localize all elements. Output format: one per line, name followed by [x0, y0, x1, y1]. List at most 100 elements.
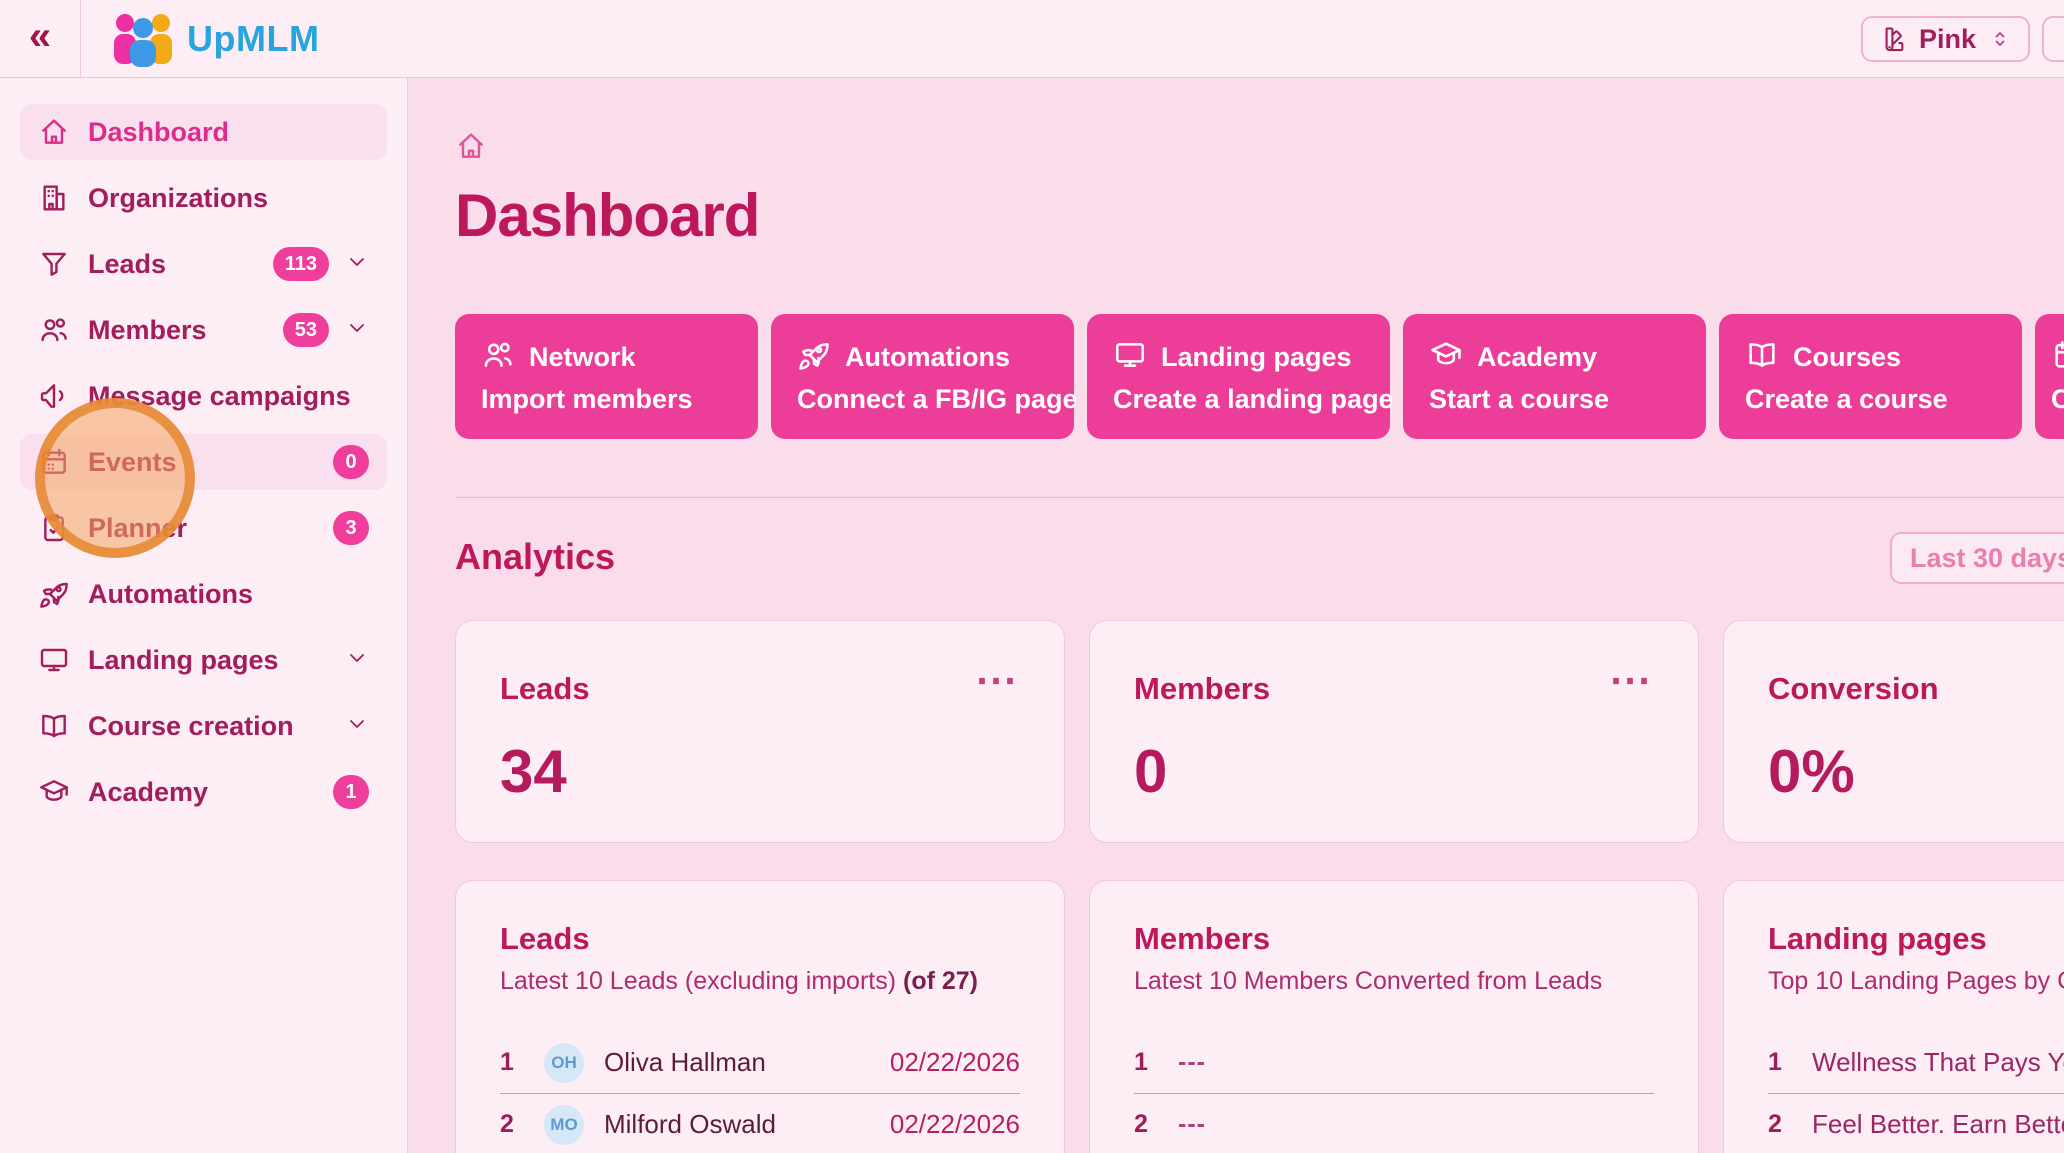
list-title: Members — [1134, 921, 1271, 956]
theme-name: Pink — [1918, 23, 1976, 54]
list-subtitle-text: Latest 10 Leads (excluding imports) — [500, 967, 897, 995]
date-range-selector[interactable]: Last 30 days 01/2 — [1890, 532, 2064, 584]
section-divider — [455, 497, 2064, 498]
member-row: 2 --- — [1134, 1094, 1654, 1153]
list-subtitle: Top 10 Landing Pages by Conversion — [1768, 967, 2064, 995]
landing-page-row[interactable]: 1 Wellness That Pays You Back — [1768, 1032, 2064, 1094]
stat-value: 34 — [500, 738, 567, 805]
graduation-cap-icon — [38, 776, 70, 808]
members-stat-card: Members ⋯ 0 — [1089, 620, 1699, 843]
sidebar: Dashboard Organizations Leads 113 — [0, 78, 408, 1153]
quick-actions-row: Network Import members Automations Conne… — [455, 314, 2064, 439]
lead-date: 02/22/2026 — [889, 1047, 1020, 1077]
lead-name: Milford Oswald — [604, 1109, 776, 1139]
sidebar-item-label: Message campaigns — [88, 380, 351, 411]
lead-date: 02/22/2026 — [889, 1109, 1020, 1139]
sidebar-item-automations[interactable]: Automations — [20, 566, 387, 622]
row-index: 1 — [1134, 1048, 1148, 1076]
home-icon — [38, 116, 70, 148]
calendar-icon — [2051, 338, 2064, 377]
latest-leads-card: Leads Latest 10 Leads (excluding imports… — [455, 880, 1065, 1153]
breadcrumb — [455, 130, 2064, 167]
network-action-card[interactable]: Network Import members — [455, 314, 758, 439]
page-title: Dashboard — [455, 182, 760, 249]
sidebar-item-dashboard[interactable]: Dashboard — [20, 104, 387, 160]
lead-name: Oliva Hallman — [604, 1047, 766, 1077]
landing-page-name: Wellness That Pays You Back — [1812, 1047, 2064, 1077]
row-index: 2 — [1134, 1110, 1148, 1138]
main-content: Dashboard Network Import members — [408, 78, 2064, 1153]
partial-action-card[interactable]: C — [2035, 314, 2064, 439]
theme-selector[interactable]: Pink — [1860, 16, 2030, 62]
row-index: 2 — [1768, 1110, 1782, 1138]
sidebar-item-message-campaigns[interactable]: Message campaigns — [20, 368, 387, 424]
sidebar-item-label: Dashboard — [88, 116, 230, 147]
action-subtitle: C — [2051, 384, 2064, 414]
row-index: 1 — [500, 1048, 514, 1076]
lead-row[interactable]: 1 OH Oliva Hallman 02/22/2026 — [500, 1032, 1020, 1094]
automations-action-card[interactable]: Automations Connect a FB/IG page — [771, 314, 1078, 439]
list-title: Leads — [500, 921, 590, 956]
sidebar-item-events[interactable]: Events 0 — [20, 434, 387, 490]
landing-page-row[interactable]: 2 Feel Better. Earn Better. — [1768, 1094, 2064, 1153]
action-title: Landing pages — [1161, 342, 1352, 372]
date-range-label: Last 30 days — [1910, 542, 2064, 573]
action-title: Courses — [1793, 342, 1902, 372]
leads-count-badge: 113 — [272, 247, 329, 281]
avatar: MO — [544, 1104, 584, 1145]
app-name: UpMLM — [187, 17, 320, 59]
sidebar-collapse-zone: « — [0, 0, 81, 77]
analytics-heading: Analytics — [455, 536, 616, 577]
sidebar-item-course-creation[interactable]: Course creation — [20, 698, 387, 754]
sidebar-item-label: Automations — [88, 578, 253, 609]
lead-row[interactable]: 2 MO Milford Oswald 02/22/2026 — [500, 1094, 1020, 1153]
row-index: 2 — [500, 1110, 514, 1138]
planner-count-badge: 3 — [333, 511, 369, 545]
sidebar-item-planner[interactable]: Planner 3 — [20, 500, 387, 556]
stat-title: Conversion — [1768, 671, 1939, 706]
sidebar-item-organizations[interactable]: Organizations — [20, 170, 387, 226]
top-landing-pages-card: Landing pages Top 10 Landing Pages by Co… — [1723, 880, 2064, 1153]
sidebar-item-label: Leads — [88, 248, 167, 279]
sort-chevrons-icon — [1995, 32, 2005, 46]
academy-action-card[interactable]: Academy Start a course — [1403, 314, 1706, 439]
analytics-header: Analytics Last 30 days 01/2 — [455, 532, 2064, 590]
action-subtitle: Connect a FB/IG page — [797, 384, 1078, 414]
action-title: Network — [529, 342, 636, 372]
landing-pages-action-card[interactable]: Landing pages Create a landing page — [1087, 314, 1394, 439]
action-subtitle: Create a landing page — [1113, 384, 1394, 414]
topbar-partial-button[interactable] — [2042, 16, 2064, 62]
monitor-icon — [1113, 338, 1147, 377]
ellipsis-menu-icon[interactable]: ⋯ — [1609, 656, 1654, 703]
action-subtitle: Import members — [481, 384, 693, 414]
courses-action-card[interactable]: Courses Create a course — [1719, 314, 2022, 439]
stat-value: 0% — [1768, 738, 1855, 805]
leads-stat-card: Leads ⋯ 34 — [455, 620, 1065, 843]
swatch-icon — [1885, 27, 1904, 52]
open-book-icon — [38, 710, 70, 742]
chevron-down-icon — [345, 316, 369, 345]
people-logo-icon — [114, 13, 172, 67]
stat-title: Leads — [500, 671, 590, 706]
sidebar-item-label: Planner — [88, 512, 188, 543]
landing-page-name: Feel Better. Earn Better. — [1812, 1109, 2064, 1139]
breadcrumb-home-icon[interactable] — [455, 130, 487, 167]
sidebar-item-leads[interactable]: Leads 113 — [20, 236, 387, 292]
sidebar-item-landing-pages[interactable]: Landing pages — [20, 632, 387, 688]
sidebar-item-academy[interactable]: Academy 1 — [20, 764, 387, 820]
chevron-down-icon — [345, 250, 369, 279]
sidebar-item-members[interactable]: Members 53 — [20, 302, 387, 358]
graduation-cap-icon — [1429, 338, 1463, 377]
stat-title: Members — [1134, 671, 1271, 706]
stats-row: Leads ⋯ 34 Members ⋯ 0 Conversion 0% — [455, 620, 2064, 843]
sidebar-item-label: Course creation — [88, 710, 294, 741]
collapse-sidebar-button[interactable]: « — [28, 13, 52, 58]
ellipsis-menu-icon[interactable]: ⋯ — [975, 656, 1020, 703]
users-icon — [38, 314, 70, 346]
empty-member-placeholder: --- — [1178, 1110, 1206, 1138]
action-title: Automations — [845, 342, 1010, 372]
rocket-icon — [797, 338, 831, 377]
avatar: OH — [544, 1042, 584, 1083]
members-count-badge: 53 — [282, 313, 329, 347]
chevron-down-icon — [345, 712, 369, 741]
